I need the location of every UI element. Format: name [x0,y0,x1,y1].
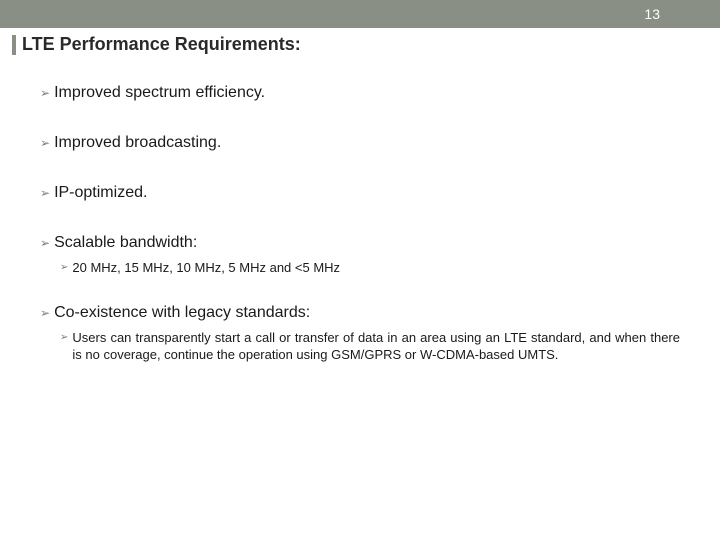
bullet-text: IP-optimized. [54,183,147,203]
sub-bullet-item: ➢ 20 MHz, 15 MHz, 10 MHz, 5 MHz and <5 M… [60,259,680,277]
bullet-item: ➢ IP-optimized. [40,183,680,203]
bullet-item: ➢ Co-existence with legacy standards: [40,303,680,323]
bullet-text: Co-existence with legacy standards: [54,303,310,323]
slide-title: LTE Performance Requirements: [22,34,301,55]
arrow-icon: ➢ [40,83,50,103]
header-bar: 13 [0,0,720,28]
arrow-icon: ➢ [60,259,68,277]
sub-bullet-item: ➢ Users can transparently start a call o… [60,329,680,363]
sub-bullet-text: 20 MHz, 15 MHz, 10 MHz, 5 MHz and <5 MHz [72,259,340,276]
arrow-icon: ➢ [60,329,68,347]
arrow-icon: ➢ [40,183,50,203]
sub-bullet-text: Users can transparently start a call or … [72,329,680,363]
bullet-text: Improved spectrum efficiency. [54,83,265,103]
arrow-icon: ➢ [40,303,50,323]
arrow-icon: ➢ [40,233,50,253]
bullet-item: ➢ Improved spectrum efficiency. [40,83,680,103]
arrow-icon: ➢ [40,133,50,153]
title-row: LTE Performance Requirements: [0,28,720,55]
bullet-item: ➢ Improved broadcasting. [40,133,680,153]
bullet-text: Scalable bandwidth: [54,233,197,253]
content-area: ➢ Improved spectrum efficiency. ➢ Improv… [0,55,720,363]
page-number: 13 [644,6,660,22]
title-accent [12,35,16,55]
bullet-text: Improved broadcasting. [54,133,221,153]
bullet-item: ➢ Scalable bandwidth: [40,233,680,253]
